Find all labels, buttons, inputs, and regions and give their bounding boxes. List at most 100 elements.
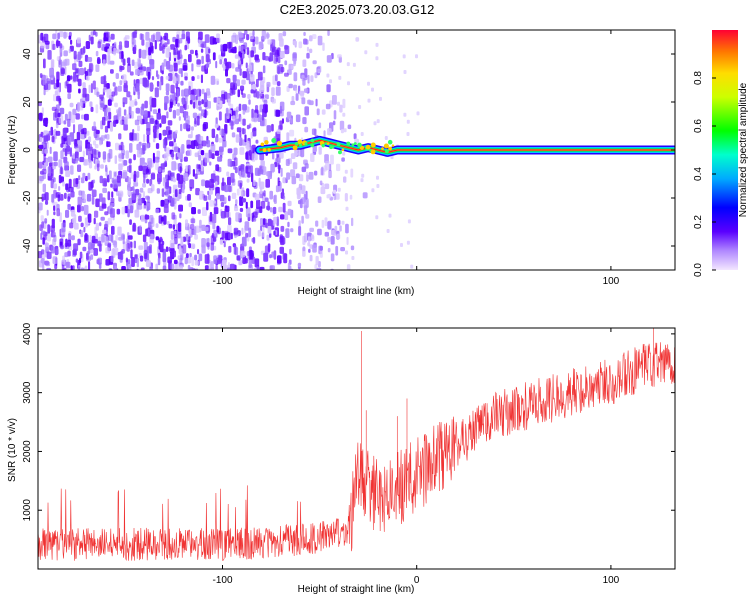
spectrogram-noise-cell: [158, 167, 162, 173]
spectrogram-noise-cell: [90, 83, 93, 93]
spectrogram-noise-cell: [75, 258, 79, 263]
spectrogram-noise-cell: [73, 243, 79, 252]
spectrogram-noise-cell: [388, 213, 392, 218]
spectrogram-noise-cell: [58, 159, 63, 168]
spectrogram-noise-cell: [403, 112, 407, 117]
spectrogram-noise-cell: [161, 62, 165, 71]
spectrogram-noise-cell: [190, 140, 196, 149]
signal-speckle: [297, 139, 303, 145]
spectrogram-noise-cell: [196, 164, 200, 169]
spectrogram-noise-cell: [85, 269, 90, 270]
spectrogram-noise-cell: [58, 174, 62, 184]
spectrogram-noise-cell: [43, 58, 46, 69]
spectrogram-noise-cell: [263, 218, 266, 225]
spectrogram-noise-cell: [79, 67, 84, 76]
spectrogram-noise-cell: [298, 41, 303, 49]
spectrogram-noise-cell: [114, 265, 117, 270]
spectrogram-noise-cell: [197, 143, 203, 149]
spectrogram-noise-cell: [291, 176, 297, 185]
spectrogram-noise-cell: [103, 180, 107, 187]
spectrogram-noise-cell: [317, 65, 322, 73]
spectrogram-noise-cell: [266, 125, 272, 133]
spectrogram-noise-cell: [211, 128, 216, 139]
spectrogram-noise-cell: [249, 145, 252, 151]
spectrogram-noise-cell: [130, 205, 134, 214]
signal-speckle: [341, 148, 345, 152]
spectrogram-noise-cell: [50, 126, 53, 136]
spectrogram-noise-cell: [88, 246, 91, 255]
spectrogram-noise-cell: [183, 123, 189, 130]
spectrogram-noise-cell: [279, 246, 284, 254]
signal-speckle: [351, 143, 355, 147]
spectrogram-noise-cell: [166, 221, 170, 226]
spectrogram-noise-cell: [285, 159, 290, 166]
spectrogram-noise-cell: [240, 246, 245, 251]
spectrogram-noise-cell: [162, 265, 167, 270]
spectrogram-noise-cell: [95, 198, 100, 208]
spectrogram-noise-cell: [60, 143, 64, 148]
spectrogram-noise-cell: [79, 156, 85, 163]
spectrogram-noise-cell: [61, 135, 66, 145]
spectrogram-noise-cell: [353, 133, 357, 140]
spectrogram-noise-cell: [189, 179, 195, 189]
spectrogram-noise-cell: [280, 225, 285, 232]
spectrogram-noise-cell: [163, 59, 167, 67]
spectrogram-noise-cell: [82, 87, 87, 98]
spectrogram-noise-cell: [327, 220, 332, 230]
spectrogram-noise-cell: [250, 89, 255, 94]
spectrogram-noise-cell: [290, 169, 296, 178]
spectrogram-noise-cell: [42, 183, 46, 193]
signal-speckle: [271, 137, 277, 144]
spectrogram-noise-cell: [253, 179, 256, 187]
spectrogram-noise-cell: [91, 196, 95, 205]
spectrogram-noise-cell: [245, 152, 249, 160]
spectrogram-noise-cell: [191, 76, 195, 81]
spectrogram-noise-cell: [80, 206, 84, 212]
spectrogram-noise-cell: [193, 226, 197, 236]
spectrogram-noise-cell: [146, 178, 150, 184]
spectrogram-noise-cell: [376, 119, 380, 124]
spectrogram-noise-cell: [65, 238, 68, 248]
spectrogram-noise-cell: [302, 246, 306, 252]
spectrogram-noise-cell: [147, 160, 152, 170]
spectrogram-noise-cell: [97, 41, 101, 49]
spectrogram-noise-cell: [188, 85, 191, 96]
spectrogram-noise-cell: [87, 172, 91, 180]
spectrogram-noise-cell: [67, 118, 71, 127]
colorbar-tick-label: 0.4: [693, 167, 704, 181]
spectrogram-noise-cell: [125, 257, 128, 263]
spectrogram-noise-cell: [178, 116, 181, 121]
spectrogram-noise-cell: [266, 32, 269, 40]
spectrogram-noise-cell: [134, 119, 140, 126]
spectrogram-noise-cell: [310, 75, 314, 82]
spectrogram-noise-cell: [327, 236, 331, 243]
spectrogram-noise-cell: [149, 179, 153, 187]
spectrogram-noise-cell: [304, 68, 308, 78]
spectrogram-noise-cell: [155, 270, 159, 276]
spectrogram-noise-cell: [286, 111, 292, 119]
spectrogram-noise-cell: [102, 187, 107, 193]
spectrogram-noise-cell: [329, 79, 332, 84]
spectrogram-noise-cell: [301, 215, 304, 224]
spectrogram-noise-cell: [177, 102, 180, 107]
spectrogram-noise-cell: [240, 187, 243, 198]
spectrogram-noise-cell: [133, 240, 136, 249]
spectrogram-noise-cell: [174, 265, 178, 270]
spectrogram-noise-cell: [169, 94, 174, 102]
spectrogram-noise-cell: [303, 31, 306, 36]
spectrogram-noise-cell: [41, 249, 45, 255]
spectrogram-noise-cell: [184, 88, 189, 97]
spectrogram-noise-cell: [213, 259, 217, 265]
spectrogram-noise-cell: [291, 95, 295, 102]
spectrogram-noise-cell: [307, 74, 310, 84]
spectrogram-noise-cell: [161, 115, 167, 124]
spectrogram-noise-cell: [215, 60, 218, 69]
spectrogram-noise-cell: [68, 48, 71, 54]
spectrogram-noise-cell: [58, 59, 63, 68]
spectrogram-noise-cell: [106, 134, 110, 140]
spectrogram-noise-cell: [56, 79, 60, 88]
spectrogram-noise-cell: [53, 94, 57, 102]
signal-speckle: [357, 142, 362, 148]
spectrogram-x-axis-label: Height of straight line (km): [298, 286, 415, 297]
